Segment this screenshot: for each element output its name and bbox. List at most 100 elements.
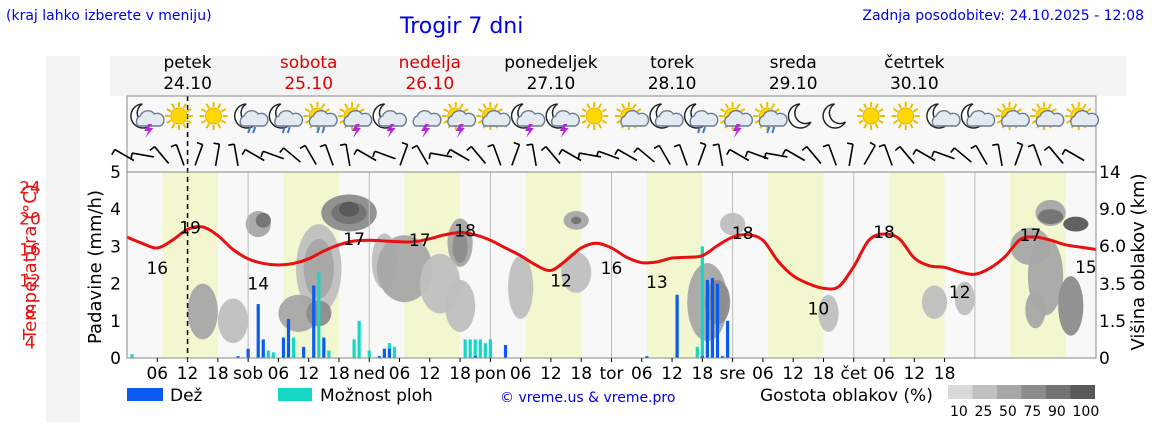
- wind-feather: [241, 149, 246, 156]
- wind-barb: [339, 143, 351, 166]
- wind-shaft: [617, 148, 638, 162]
- sun-drizzle-icon: [753, 102, 788, 134]
- wind-feather: [614, 149, 619, 156]
- shower-bar: [473, 339, 477, 358]
- cloud-density-swatch: [1046, 385, 1071, 399]
- x-hour-label: 12: [903, 364, 925, 384]
- moon-drizzle-icon: [234, 103, 269, 134]
- lightning-bolt: [732, 124, 742, 138]
- rain-bar: [281, 337, 286, 358]
- cloud-shape: [966, 110, 996, 127]
- rain-bar: [710, 278, 715, 358]
- wind-shaft: [598, 150, 620, 160]
- sun-icon: [164, 102, 193, 130]
- wind-barb: [763, 152, 788, 160]
- sun-icon: [580, 102, 609, 130]
- temperature-label: 17: [1020, 226, 1042, 246]
- sun-ray: [1016, 108, 1023, 113]
- temperature-label: 13: [646, 273, 668, 293]
- rain-bar: [675, 294, 679, 358]
- shower-bar: [352, 339, 356, 358]
- rain-bar: [645, 356, 649, 358]
- wind-barb: [801, 145, 822, 164]
- sun-ray: [477, 108, 484, 113]
- x-hour-label: 18: [692, 364, 714, 384]
- drizzle-drop: [281, 126, 286, 134]
- wind-shaft: [1014, 144, 1024, 166]
- cloud-shape: [239, 110, 269, 127]
- cloud-blob: [571, 216, 582, 225]
- wind-feather: [319, 143, 326, 148]
- cloud-blob: [1063, 216, 1089, 232]
- temperature-tick-label: 8: [25, 303, 36, 323]
- wind-feather: [801, 145, 808, 152]
- sun-ray: [736, 103, 741, 109]
- moon-shape: [787, 103, 812, 129]
- cloud-height-tick-label: 0: [1099, 349, 1110, 369]
- day-date: 25.10: [284, 74, 333, 94]
- wind-shaft: [153, 146, 170, 164]
- precip-tick-label: 2: [110, 275, 121, 295]
- x-day-label: tor: [599, 364, 623, 384]
- sun-ray: [200, 108, 207, 113]
- sun-ray: [309, 103, 314, 109]
- sun-ray: [1001, 103, 1006, 109]
- sun-ray: [1082, 103, 1087, 109]
- shower-bar: [700, 246, 704, 358]
- rain-bar: [387, 348, 392, 358]
- wind-shaft: [1064, 148, 1085, 162]
- wind-feather: [1061, 149, 1066, 156]
- sun-cloud-icon: [614, 102, 650, 130]
- day-date: 27.10: [527, 74, 576, 94]
- cloud-shape: [447, 110, 477, 127]
- x-hour-label: 18: [813, 364, 835, 384]
- drizzle-drop: [702, 126, 706, 134]
- wind-barb: [970, 144, 988, 165]
- cloud-shape: [620, 110, 650, 127]
- x-hour-label: 12: [782, 364, 804, 384]
- sun-storm-icon: [441, 102, 477, 138]
- wind-shaft: [915, 148, 936, 162]
- cloud-blob: [452, 229, 468, 264]
- wind-feather: [213, 142, 220, 145]
- shower-bar: [266, 350, 270, 358]
- sun-ray: [324, 108, 330, 113]
- wind-barb: [279, 147, 301, 163]
- rain-bar: [725, 320, 730, 358]
- sun-ray: [597, 123, 603, 129]
- cloud-density-swatch: [948, 385, 973, 399]
- cloud-density-swatch: [972, 385, 997, 399]
- sun-ray: [205, 123, 210, 129]
- x-day-label: čet: [841, 364, 868, 384]
- sun-ray: [359, 108, 365, 113]
- wind-feather: [653, 144, 660, 150]
- lightning-bolt: [524, 124, 534, 138]
- temperature-label: 14: [247, 274, 269, 294]
- legend-rain-swatch: [127, 388, 163, 401]
- wind-barb: [399, 141, 409, 166]
- day-date: 24.10: [163, 74, 212, 94]
- drizzle-drop: [697, 126, 701, 134]
- sun-ray: [447, 103, 453, 109]
- x-day-label: pon: [474, 364, 506, 384]
- region-note[interactable]: (kraj lahko izberete v meniju): [6, 8, 212, 24]
- shower-bar: [271, 352, 275, 358]
- sun-ray: [344, 103, 349, 109]
- day-name: nedelja: [399, 53, 461, 73]
- wind-barb: [299, 144, 317, 165]
- wind-feather: [540, 145, 547, 152]
- wind-shaft: [233, 144, 239, 166]
- wind-barb: [1014, 141, 1024, 166]
- moon-storm-icon: [545, 103, 580, 138]
- wind-shaft: [324, 144, 334, 166]
- wind-shaft: [492, 144, 502, 166]
- wind-feather: [846, 142, 854, 145]
- wind-shaft: [374, 150, 396, 160]
- daylight-band: [767, 172, 824, 358]
- rain-bar: [503, 344, 508, 358]
- sun-ray: [759, 103, 764, 109]
- sun-ray: [205, 103, 210, 109]
- rain-bar: [705, 279, 709, 358]
- sun-ray: [724, 103, 729, 109]
- cloud-height-tick-label: 14: [1099, 163, 1121, 183]
